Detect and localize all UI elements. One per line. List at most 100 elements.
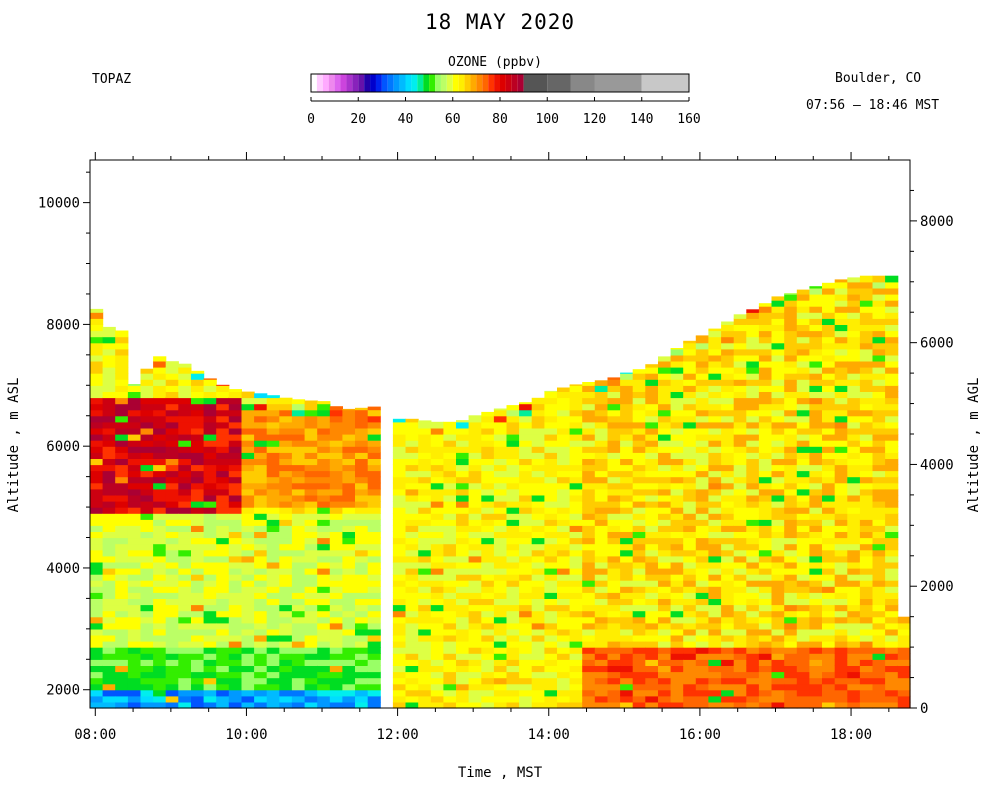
heatmap-cell [519,689,533,697]
heatmap-cell [632,701,646,709]
heatmap-cell [127,568,142,575]
heatmap-cell [216,622,230,630]
heatmap-cell [582,501,596,508]
y-axis-left-title: Altitude , m ASL [6,378,22,513]
heatmap-cell [279,531,293,539]
heatmap-cell [695,403,709,411]
heatmap-cell [809,616,823,624]
heatmap-cell [544,391,558,399]
heatmap-cell [241,628,255,636]
heatmap-cell [859,306,874,313]
heatmap-cell [342,452,356,459]
heatmap-cell [557,415,571,423]
heatmap-cell [266,397,280,405]
heatmap-cell [519,671,533,679]
heatmap-cell [885,300,899,307]
heatmap-cell [834,586,848,593]
heatmap-cell [317,628,331,636]
heatmap-cell [506,549,520,557]
heatmap-cell [784,476,798,484]
heatmap-cell [607,434,621,441]
heatmap-cell [569,415,583,423]
heatmap-cell [456,488,470,496]
heatmap-cell [266,427,280,435]
heatmap-cell [519,482,533,490]
heatmap-cell [771,689,785,697]
heatmap-cell [317,561,331,569]
heatmap-cell [885,641,899,648]
heatmap-cell [885,501,899,508]
heatmap-cell [733,592,747,599]
heatmap-cell [683,580,697,587]
heatmap-cell [468,482,482,490]
heatmap-cell [569,622,583,630]
heatmap-cell [784,427,798,435]
heatmap-cell [733,665,747,673]
heatmap-cell [241,458,255,466]
heatmap-cell [355,622,369,630]
heatmap-cell [329,549,343,557]
heatmap-cell [834,574,848,581]
heatmap-cell [847,616,861,624]
heatmap-cell [607,464,621,472]
heatmap-cell [582,507,596,514]
heatmap-cell [847,683,861,691]
heatmap-cell [519,507,533,514]
heatmap-cell [859,488,874,496]
colorbar-bin-5 [340,74,347,92]
heatmap-cell [90,421,104,429]
heatmap-cell [872,275,886,283]
heatmap-cell [620,403,634,411]
heatmap-cell [102,525,116,532]
heatmap-cell [796,348,810,356]
heatmap-cell [683,641,697,648]
heatmap-cell [468,543,482,551]
heatmap-cell [203,519,217,526]
heatmap-cell [620,604,634,612]
heatmap-cell [822,391,836,399]
heatmap-cell [418,659,432,666]
heatmap-cell [140,409,154,417]
heatmap-cell [658,513,672,520]
heatmap-cell [191,464,205,472]
heatmap-cell [493,464,508,472]
heatmap-cell [872,598,886,606]
heatmap-cell [569,561,583,569]
heatmap-cell [531,653,545,660]
heatmap-cell [279,683,293,691]
heatmap-cell [847,324,861,332]
heatmap-cell [607,695,621,703]
heatmap-cell [317,549,331,557]
heatmap-cell [645,671,659,679]
heatmap-cell [405,689,419,697]
heatmap-cell [885,409,899,417]
heatmap-cell [670,695,684,703]
colorbar-tick-label: 120 [583,112,606,127]
heatmap-cell [279,513,293,520]
heatmap-cell [771,598,785,606]
heatmap-cell [771,641,785,648]
heatmap-cell [254,568,268,575]
heatmap-cell [721,531,735,539]
heatmap-cell [607,592,621,599]
heatmap-cell [695,421,709,429]
heatmap-cell [153,659,167,666]
heatmap-cell [191,574,205,581]
heatmap-cell [430,561,444,569]
colorbar-bin-22 [440,74,447,92]
heatmap-cell [847,348,861,356]
heatmap-cell [392,434,407,441]
heatmap-cell [746,494,760,502]
heatmap-cell [531,494,545,502]
heatmap-cell [430,507,444,514]
heatmap-cell [165,440,179,447]
heatmap-cell [456,616,470,624]
heatmap-cell [834,391,848,399]
heatmap-cell [178,421,192,429]
heatmap-cell [809,330,823,338]
heatmap-cell [203,421,217,429]
heatmap-cell [822,513,836,520]
heatmap-cell [468,452,482,459]
heatmap-cell [481,470,495,478]
heatmap-cell [127,385,142,392]
